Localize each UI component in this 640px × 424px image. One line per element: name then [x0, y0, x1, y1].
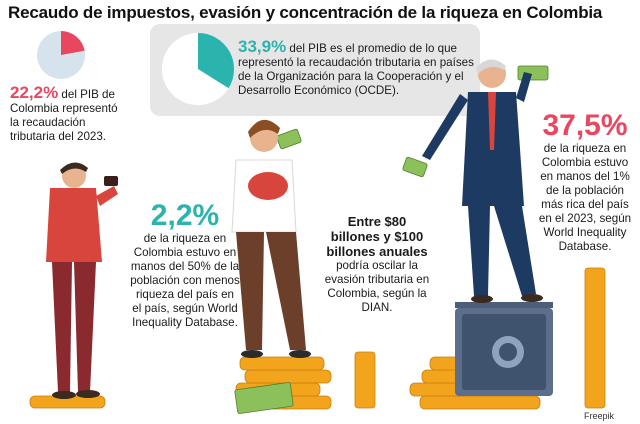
page-title: Recaudo de impuestos, evasión y concentr…	[8, 3, 603, 22]
stat-evasion: Entre $80 billones y $100 billones anual…	[322, 214, 432, 315]
pie-chart-gdp	[37, 31, 85, 79]
image-credit: Freepik	[583, 411, 614, 421]
stat-gdp-2023: 22,2% del PIB de Colombia representó la …	[10, 83, 128, 144]
stat-gdp-2023-value: 22,2%	[10, 83, 59, 102]
stat-bottom50: 2,2% de la riqueza en Colombia estuvo en …	[130, 200, 240, 330]
stat-oecd: 33,9% del PIB es el promedio de lo que r…	[238, 37, 474, 98]
stat-oecd-text: del PIB es el promedio de lo que represe…	[238, 42, 474, 97]
stat-top1: 37,5% de la riqueza en Colombia estuvo en…	[534, 110, 636, 254]
pie-slice-gdp	[61, 31, 85, 55]
stat-top1-text: de la riqueza en Colombia estuvo en mano…	[538, 142, 632, 253]
person-right-illustration	[422, 59, 543, 303]
pie-chart-oecd	[162, 33, 235, 105]
stat-gdp-2023-text: del PIB de Colombia representó la recaud…	[10, 88, 118, 143]
person-left-illustration	[46, 162, 118, 399]
stat-oecd-value: 33,9%	[238, 37, 287, 56]
stat-bottom50-text: de la riqueza en Colombia estuvo en mano…	[130, 232, 240, 329]
stat-evasion-text: podría oscilar la evasión tributaria en …	[324, 259, 430, 314]
stat-top1-value: 37,5%	[542, 109, 628, 142]
person-middle-illustration	[231, 119, 311, 358]
stat-evasion-headline: Entre $80 billones y $100 billones anual…	[326, 214, 428, 259]
safe-icon	[455, 302, 553, 396]
stat-bottom50-value: 2,2%	[150, 199, 220, 232]
